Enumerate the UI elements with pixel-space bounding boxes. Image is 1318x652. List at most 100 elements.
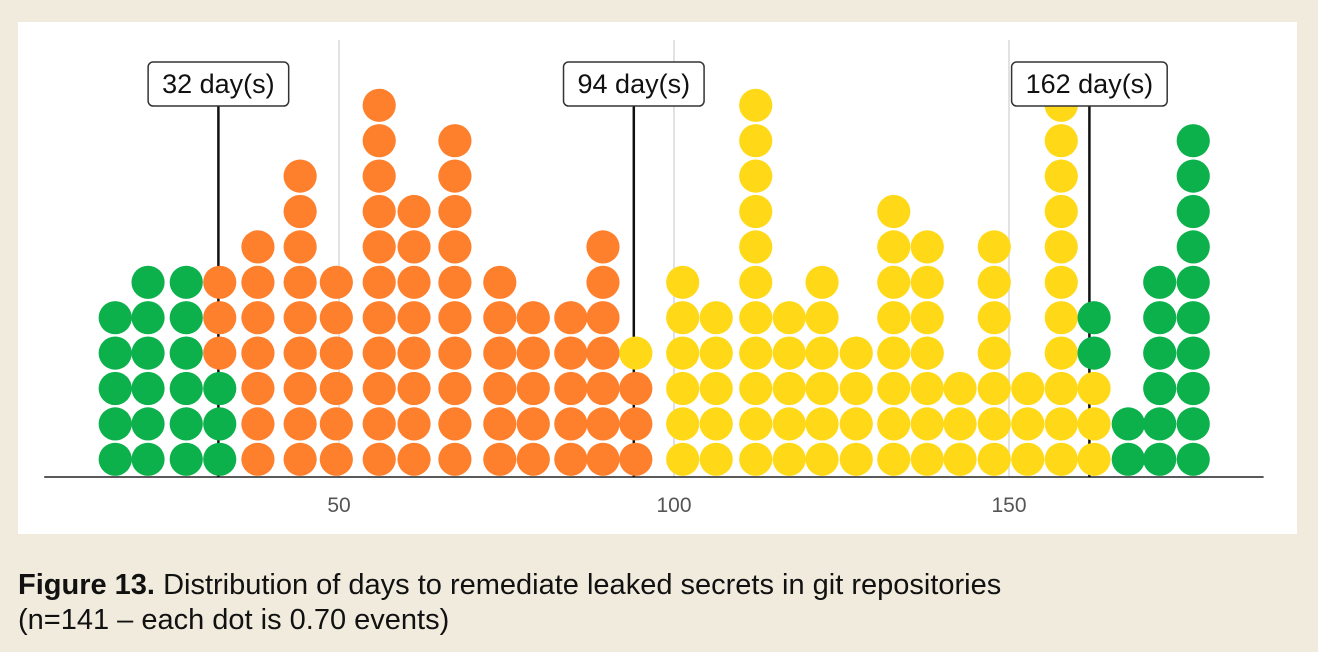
- dot: [619, 336, 653, 370]
- dot: [772, 407, 806, 441]
- dot: [362, 442, 396, 476]
- dot: [1077, 371, 1111, 406]
- dot: [1044, 442, 1078, 476]
- dot: [516, 407, 550, 441]
- dot: [438, 442, 472, 476]
- x-tick-label: 100: [656, 494, 691, 517]
- dot: [1044, 336, 1078, 370]
- dot: [666, 301, 700, 335]
- dot: [619, 442, 653, 476]
- dot: [98, 442, 132, 476]
- dot: [516, 371, 550, 406]
- dot: [1111, 407, 1145, 441]
- dot: [1044, 265, 1078, 299]
- dot: [910, 265, 944, 299]
- dot: [319, 301, 353, 335]
- dot: [483, 265, 517, 299]
- x-tick-label: 50: [327, 494, 350, 517]
- dot: [319, 442, 353, 476]
- dot: [977, 371, 1011, 406]
- dot: [586, 230, 620, 264]
- dot: [1143, 265, 1177, 299]
- dot: [283, 336, 317, 370]
- dot: [362, 407, 396, 441]
- dot: [1044, 407, 1078, 441]
- dot: [397, 265, 431, 299]
- caption-text: Distribution of days to remediate leaked…: [163, 569, 1002, 601]
- dot: [739, 159, 773, 193]
- dot: [516, 301, 550, 335]
- dot: [169, 301, 203, 335]
- dot: [362, 371, 396, 406]
- annotation-label: 162 day(s): [1026, 69, 1154, 99]
- dot: [1077, 336, 1111, 370]
- dot: [554, 301, 588, 335]
- dot: [362, 159, 396, 193]
- dot: [241, 442, 275, 476]
- dot: [699, 442, 733, 476]
- dot: [586, 265, 620, 299]
- dot: [739, 442, 773, 476]
- dot: [362, 301, 396, 335]
- dot: [839, 371, 873, 406]
- dot: [910, 230, 944, 264]
- dot: [977, 230, 1011, 264]
- dot: [805, 301, 839, 335]
- dot: [319, 336, 353, 370]
- dot: [98, 407, 132, 441]
- dot: [1044, 124, 1078, 158]
- dot: [241, 336, 275, 370]
- dot: [131, 336, 165, 370]
- dot: [805, 371, 839, 406]
- dot: [1011, 442, 1045, 476]
- dot: [910, 407, 944, 441]
- dot: [169, 336, 203, 370]
- dot: [169, 371, 203, 406]
- dot: [586, 442, 620, 476]
- dot: [910, 442, 944, 476]
- dot: [438, 371, 472, 406]
- dot: [1044, 301, 1078, 335]
- dot: [397, 230, 431, 264]
- caption-line: Figure 13. Distribution of days to remed…: [18, 568, 1298, 603]
- dot: [943, 407, 977, 441]
- dot: [283, 194, 317, 229]
- dot: [169, 442, 203, 476]
- dot: [203, 336, 237, 370]
- annotation-box: [147, 61, 290, 107]
- dot: [666, 371, 700, 406]
- dot: [739, 230, 773, 264]
- dot: [977, 336, 1011, 370]
- dot: [438, 159, 472, 193]
- caption-line: (n=141 – each dot is 0.70 events): [18, 604, 450, 636]
- dot: [98, 301, 132, 335]
- annotation-label: 32 day(s): [162, 69, 275, 99]
- dot: [397, 301, 431, 335]
- dot: [839, 442, 873, 476]
- dot: [438, 336, 472, 370]
- dot: [131, 301, 165, 335]
- dot: [943, 442, 977, 476]
- dot: [1176, 301, 1210, 335]
- dot: [362, 230, 396, 264]
- annotation-label: 94 day(s): [578, 69, 691, 99]
- dot: [877, 336, 911, 370]
- dot: [739, 265, 773, 299]
- dot: [169, 407, 203, 441]
- dot: [739, 371, 773, 406]
- dot: [438, 407, 472, 441]
- dot: [699, 301, 733, 335]
- dot: [739, 336, 773, 370]
- dot: [977, 407, 1011, 441]
- dot: [1044, 159, 1078, 193]
- dot: [554, 442, 588, 476]
- dot: [241, 407, 275, 441]
- dot: [877, 301, 911, 335]
- dot: [554, 336, 588, 370]
- dot: [805, 336, 839, 370]
- dot: [483, 336, 517, 370]
- dot: [397, 336, 431, 370]
- dot: [483, 371, 517, 406]
- dot: [319, 407, 353, 441]
- dot: [283, 301, 317, 335]
